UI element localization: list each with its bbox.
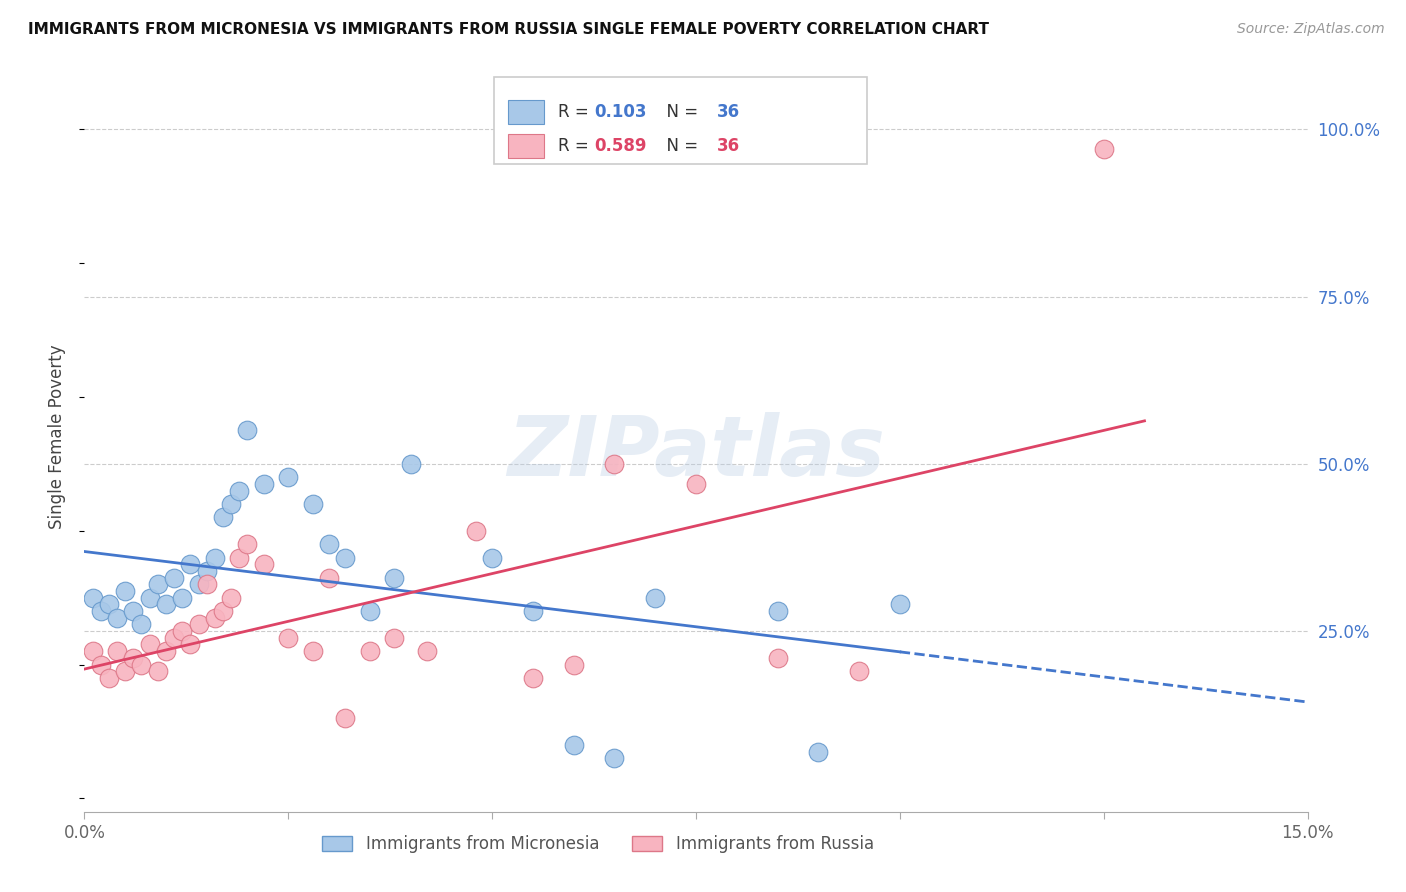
Point xyxy=(301,644,323,658)
Point xyxy=(146,577,169,591)
Point xyxy=(172,624,194,639)
Text: 36: 36 xyxy=(717,137,740,155)
Point xyxy=(179,557,201,572)
Point xyxy=(204,550,226,565)
Point xyxy=(399,457,422,471)
Point xyxy=(522,671,544,685)
FancyBboxPatch shape xyxy=(508,135,544,159)
Point xyxy=(179,637,201,651)
Point xyxy=(236,424,259,438)
Point xyxy=(155,598,177,612)
FancyBboxPatch shape xyxy=(508,100,544,124)
Point xyxy=(219,497,242,511)
Point xyxy=(889,598,911,612)
FancyBboxPatch shape xyxy=(494,78,868,163)
Point xyxy=(187,617,209,632)
Text: N =: N = xyxy=(655,137,703,155)
Point xyxy=(644,591,666,605)
Point xyxy=(195,564,218,578)
Point xyxy=(114,664,136,679)
Point xyxy=(603,457,626,471)
Point xyxy=(212,604,235,618)
Point xyxy=(90,657,112,672)
Point xyxy=(163,571,186,585)
Point xyxy=(212,510,235,524)
Point xyxy=(335,711,357,725)
Point xyxy=(114,584,136,599)
Point xyxy=(382,631,405,645)
Point xyxy=(163,631,186,645)
Y-axis label: Single Female Poverty: Single Female Poverty xyxy=(48,345,66,529)
Text: Source: ZipAtlas.com: Source: ZipAtlas.com xyxy=(1237,22,1385,37)
Point xyxy=(318,571,340,585)
Point xyxy=(228,483,250,498)
Point xyxy=(172,591,194,605)
Point xyxy=(219,591,242,605)
Point xyxy=(1092,143,1115,157)
Point xyxy=(335,550,357,565)
Point xyxy=(138,637,160,651)
Point xyxy=(603,751,626,765)
Point xyxy=(382,571,405,585)
Point xyxy=(90,604,112,618)
Point xyxy=(522,604,544,618)
Point xyxy=(187,577,209,591)
Text: 0.589: 0.589 xyxy=(595,137,647,155)
Text: R =: R = xyxy=(558,137,593,155)
Point xyxy=(82,591,104,605)
Point xyxy=(416,644,439,658)
Point xyxy=(277,470,299,484)
Text: 0.103: 0.103 xyxy=(595,103,647,121)
Point xyxy=(146,664,169,679)
Point xyxy=(204,611,226,625)
Point xyxy=(236,537,259,551)
Point xyxy=(848,664,870,679)
Point xyxy=(228,550,250,565)
Text: 36: 36 xyxy=(717,103,740,121)
Text: ZIPatlas: ZIPatlas xyxy=(508,411,884,492)
Point xyxy=(277,631,299,645)
Point xyxy=(195,577,218,591)
Text: IMMIGRANTS FROM MICRONESIA VS IMMIGRANTS FROM RUSSIA SINGLE FEMALE POVERTY CORRE: IMMIGRANTS FROM MICRONESIA VS IMMIGRANTS… xyxy=(28,22,988,37)
Point xyxy=(97,671,120,685)
Point xyxy=(464,524,486,538)
Point xyxy=(359,604,381,618)
Point xyxy=(82,644,104,658)
Point xyxy=(301,497,323,511)
Point xyxy=(807,744,830,758)
Point xyxy=(122,604,145,618)
Point xyxy=(562,657,585,672)
Point xyxy=(131,617,153,632)
Text: N =: N = xyxy=(655,103,703,121)
Point xyxy=(685,476,707,491)
Point xyxy=(253,476,276,491)
Point xyxy=(105,644,128,658)
Point xyxy=(122,651,145,665)
Point xyxy=(155,644,177,658)
Point xyxy=(138,591,160,605)
Point xyxy=(359,644,381,658)
Text: R =: R = xyxy=(558,103,593,121)
Point xyxy=(131,657,153,672)
Point xyxy=(766,604,789,618)
Point xyxy=(481,550,503,565)
Point xyxy=(562,738,585,752)
Legend: Immigrants from Micronesia, Immigrants from Russia: Immigrants from Micronesia, Immigrants f… xyxy=(315,829,880,860)
Point xyxy=(97,598,120,612)
Point xyxy=(253,557,276,572)
Point xyxy=(105,611,128,625)
Point xyxy=(318,537,340,551)
Point xyxy=(766,651,789,665)
